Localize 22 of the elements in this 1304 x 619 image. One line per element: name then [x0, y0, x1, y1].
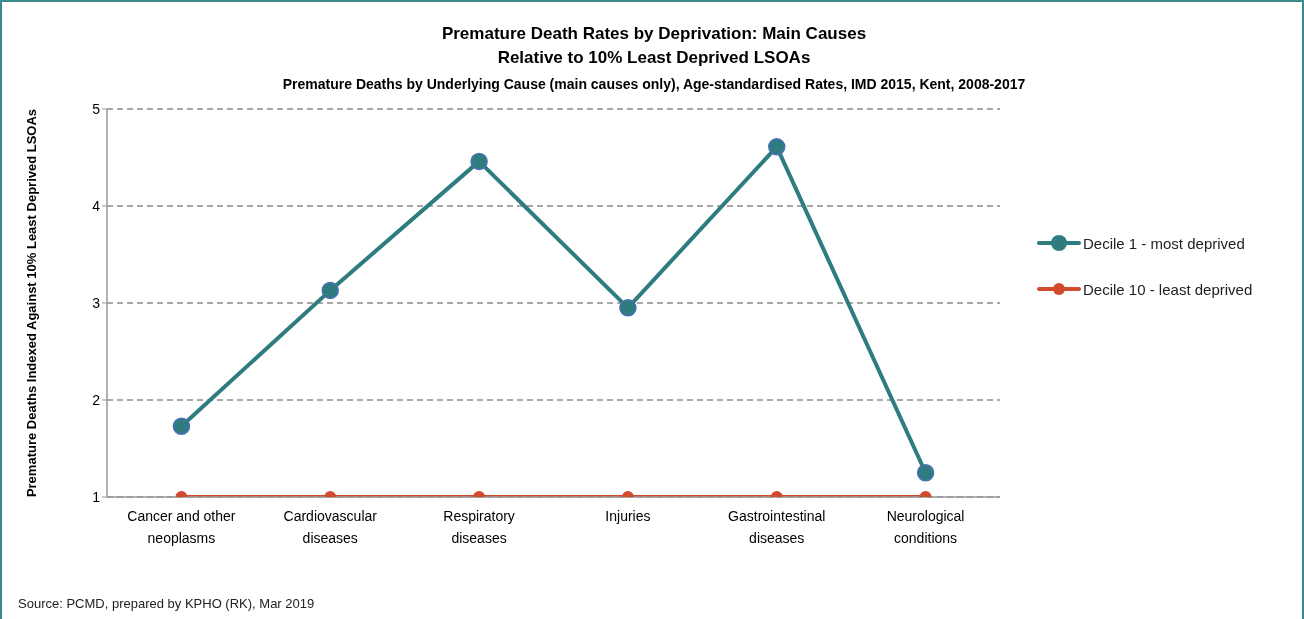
- point: [470, 152, 488, 171]
- source-note: Source: PCMD, prepared by KPHO (RK), Mar 2019: [18, 596, 315, 611]
- point: [321, 281, 339, 300]
- y-tick-label: 1: [92, 488, 101, 505]
- legend-label: Decile 10 - least deprived: [1083, 280, 1253, 298]
- chart-title: Premature Death Rates by Deprivation: Main Causes Relative to 10% Least Deprived LSOAs: [440, 23, 868, 69]
- y-tick-label: 4: [92, 197, 101, 214]
- x-tick-label: Respiratory diseases: [443, 507, 515, 547]
- x-tick-label: Neurological conditions: [886, 507, 965, 547]
- point: [619, 299, 637, 317]
- chart-subtitle: Premature Deaths by Underlying Cause (main causes only), Age-standardised Rates, IMD 2015, Kent, 2008-2017: [281, 75, 1027, 94]
- x-tick-label: Gastrointestinal diseases: [728, 507, 826, 547]
- y-axis-title: Premature Deaths Indexed Against 10% Least Deprived LSOAs: [24, 108, 39, 498]
- x-tick-label: Injuries: [605, 507, 651, 524]
- point: [172, 417, 191, 435]
- x-tick-label: Cardiovascular diseases: [283, 507, 378, 547]
- point: [768, 138, 786, 156]
- x-tick-label: Cancer and other neoplasms: [127, 507, 236, 547]
- legend-label: Decile 1 - most deprived: [1083, 234, 1245, 252]
- y-tick-label: 3: [92, 294, 101, 311]
- y-tick-label: 5: [92, 100, 101, 117]
- y-tick-label: 2: [92, 391, 101, 408]
